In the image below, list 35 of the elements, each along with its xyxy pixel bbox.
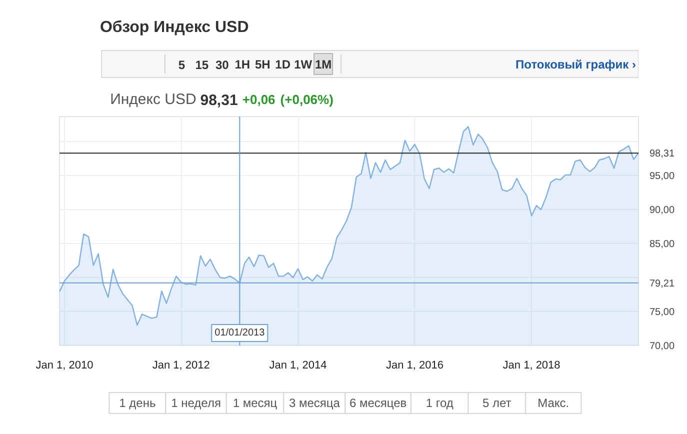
text: 1 месяц (232, 396, 278, 410)
text: 5 (178, 58, 186, 72)
text: 15 (195, 58, 209, 72)
y-tick-label: 95,00 (650, 171, 675, 182)
ref-line-label: 79,21 (650, 278, 675, 290)
text: 98,31 (200, 92, 238, 109)
text: 30 (215, 58, 230, 72)
text: 6 месяцев (349, 396, 407, 410)
text: +0,06 (242, 92, 276, 107)
text: 1W (294, 58, 313, 72)
x-tick-label: Jan 1, 2012 (152, 360, 210, 372)
text: 5 лет (482, 396, 512, 410)
y-tick-label: 85,00 (650, 239, 675, 250)
text: 1 год (426, 396, 454, 410)
text: (+0,06%) (280, 92, 334, 107)
ref-line-label: 98,31 (650, 148, 675, 160)
x-tick-label: Jan 1, 2010 (36, 360, 94, 372)
y-tick-label: 70,00 (650, 341, 675, 352)
text: 1D (275, 58, 291, 72)
text: 1H (234, 58, 250, 72)
text: Макс. (538, 396, 570, 410)
ref-line-label: 01/01/2013 (214, 328, 266, 338)
y-tick-label: 75,00 (650, 307, 675, 318)
chart-title: Обзор Индекс USD (100, 19, 249, 36)
text: 3 месяца (288, 396, 340, 410)
text: 5H (254, 58, 270, 72)
text: 1 неделя (171, 396, 221, 410)
text: 1M (314, 58, 332, 72)
y-tick-label: 90,00 (650, 205, 675, 216)
x-tick-label: Jan 1, 2014 (269, 360, 327, 372)
text: Потоковый график › (516, 58, 636, 72)
text: 1 день (119, 396, 156, 410)
x-tick-label: Jan 1, 2016 (386, 360, 444, 372)
chart-subtitle: Индекс USD (110, 91, 196, 108)
x-tick-label: Jan 1, 2018 (502, 360, 560, 372)
